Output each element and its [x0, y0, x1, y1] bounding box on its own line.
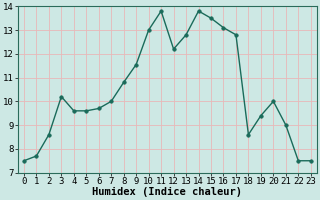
X-axis label: Humidex (Indice chaleur): Humidex (Indice chaleur): [92, 187, 242, 197]
